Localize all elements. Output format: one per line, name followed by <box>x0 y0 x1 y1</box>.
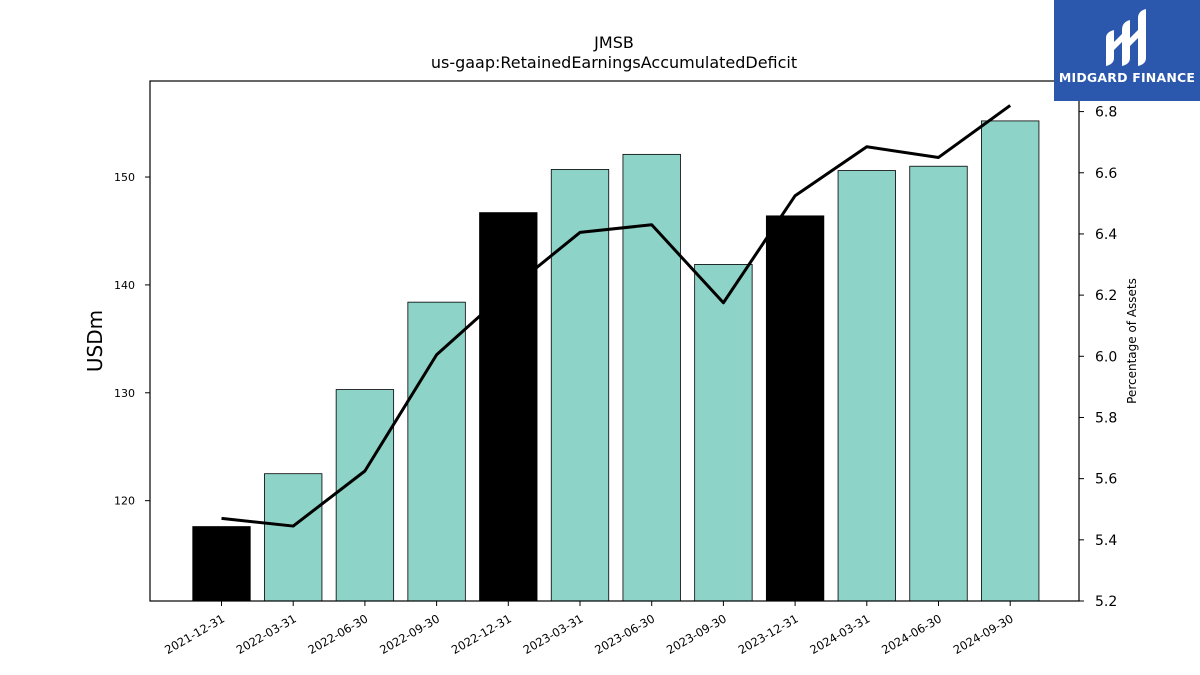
bars-group <box>192 120 1040 602</box>
x-tick-label: 2021-12-31 <box>162 611 227 657</box>
bar-2024-03-31 <box>837 170 896 602</box>
y2-tick-label: 5.4 <box>1095 533 1117 549</box>
bar-2022-09-30 <box>407 301 466 602</box>
bar-2023-03-31 <box>550 169 610 602</box>
y2-tick-label: 6.6 <box>1095 166 1117 182</box>
bar-2024-09-30 <box>981 120 1040 602</box>
y-axis-label: USDm <box>83 310 107 372</box>
x-tick-label: 2024-03-31 <box>807 611 872 657</box>
midgard-finance-logo: MIDGARD FINANCE <box>1054 0 1200 101</box>
x-tick-label: 2024-06-30 <box>879 611 944 657</box>
x-tick-label: 2022-12-31 <box>449 611 514 657</box>
y2-tick-label: 6.0 <box>1095 349 1117 365</box>
x-tick-label: 2024-09-30 <box>951 611 1016 657</box>
x-tick-label: 2022-06-30 <box>306 611 371 657</box>
y2-tick-label: 6.8 <box>1095 105 1117 121</box>
y2-tick-label: 5.8 <box>1095 410 1117 426</box>
y-tick-label: 140 <box>114 279 135 292</box>
bar-2023-06-30 <box>622 153 681 602</box>
bar-2022-12-31 <box>479 212 538 602</box>
x-tick-label: 2022-09-30 <box>377 611 442 657</box>
y-tick-label: 120 <box>114 495 135 508</box>
x-axis: 2021-12-31 2022-03-31 2022-06-30 2022-09-30… <box>162 601 1016 657</box>
x-tick-label: 2023-12-31 <box>736 611 801 657</box>
bar-2022-06-30 <box>335 389 395 602</box>
percentage-line <box>221 104 1012 528</box>
x-tick-label: 2023-09-30 <box>664 611 729 657</box>
midgard-logo-icon <box>1106 9 1146 66</box>
logo-text: MIDGARD FINANCE <box>1058 70 1196 85</box>
bar-2023-12-31 <box>765 215 825 602</box>
bar-2022-03-31 <box>264 473 323 602</box>
chart-title: JMSB <box>593 33 634 52</box>
y2-axis-label: Percentage of Assets <box>1125 278 1139 404</box>
line-group <box>221 104 1012 528</box>
y2-tick-label: 6.2 <box>1095 288 1117 304</box>
plot-frame <box>149 80 1080 602</box>
x-tick-label: 2023-03-31 <box>521 611 586 657</box>
x-tick-label: 2023-06-30 <box>592 611 657 657</box>
y2-tick-label: 6.4 <box>1095 227 1117 243</box>
bar-2021-12-31 <box>192 526 251 602</box>
x-tick-label: 2022-03-31 <box>234 611 299 657</box>
bar-2023-09-30 <box>694 264 753 602</box>
y-axis-right: 5.2 5.4 5.6 5.8 6.0 6.2 6.4 6.6 6.8 <box>1079 105 1117 610</box>
y-axis-left: 120 130 140 150 <box>114 171 150 508</box>
chart-subtitle: us-gaap:RetainedEarningsAccumulatedDefic… <box>431 53 797 72</box>
y2-tick-label: 5.2 <box>1095 594 1117 610</box>
y-tick-label: 130 <box>114 387 135 400</box>
bar-2024-06-30 <box>909 165 968 602</box>
y2-tick-label: 5.6 <box>1095 472 1117 488</box>
y-tick-label: 150 <box>114 171 135 184</box>
